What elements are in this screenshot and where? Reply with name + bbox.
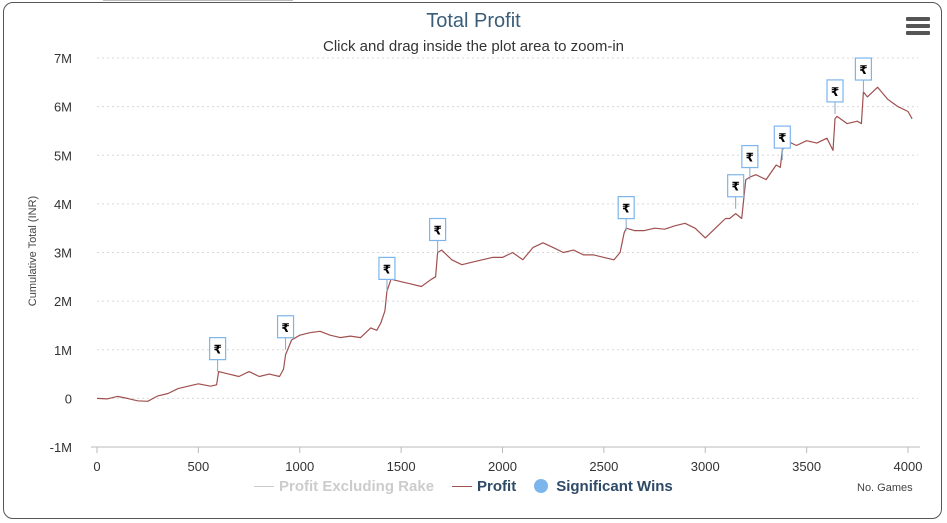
y-tick-label: 0	[65, 391, 72, 406]
x-tick-label: 1500	[387, 459, 416, 474]
y-tick-label: 2M	[54, 294, 72, 309]
x-tick-label: 1000	[285, 459, 314, 474]
y-tick-label: 7M	[54, 51, 72, 66]
x-tick-label: 0	[93, 459, 100, 474]
rupee-icon: ₹	[731, 180, 739, 194]
rupee-icon: ₹	[213, 343, 221, 357]
x-axis-title: No. Games	[857, 482, 913, 494]
y-axis-title: Cumulative Total (INR)	[27, 195, 39, 307]
legend-label: Profit Excluding Rake	[279, 477, 435, 495]
rupee-icon: ₹	[778, 131, 786, 145]
legend-line-icon	[254, 485, 274, 487]
y-tick-label: 6M	[54, 100, 72, 115]
y-tick-label: 1M	[54, 343, 72, 358]
legend-line-icon	[452, 485, 473, 487]
legend-item-profit-excluding-rake[interactable]: Profit Excluding Rake	[254, 478, 434, 495]
rupee-icon: ₹	[281, 321, 289, 335]
chart-frame	[3, 2, 942, 519]
significant-win-flag	[429, 217, 447, 242]
chart-title: Total Profit	[426, 10, 521, 32]
legend-item-profit[interactable]: Profit	[452, 478, 516, 495]
legend-label: Profit	[477, 477, 517, 495]
x-tick-label: 2500	[589, 459, 618, 474]
rupee-icon: ₹	[831, 85, 839, 99]
y-tick-label: 5M	[54, 148, 72, 163]
significant-win-flag	[617, 196, 635, 220]
significant-win-flag	[378, 256, 396, 280]
x-tick-label: 2000	[488, 459, 517, 474]
hamburger-menu-icon[interactable]	[906, 17, 930, 37]
y-tick-label: -1M	[50, 440, 72, 455]
x-tick-label: 4000	[894, 459, 923, 474]
significant-win-flag	[209, 337, 227, 361]
chart-subtitle: Click and drag inside the plot area to z…	[323, 38, 624, 55]
significant-win-flag	[854, 57, 872, 81]
rupee-icon: ₹	[859, 63, 867, 77]
significant-win-flag	[276, 315, 295, 339]
significant-win-flag	[727, 174, 745, 198]
rupee-icon: ₹	[746, 151, 754, 165]
y-tick-label: 3M	[54, 246, 72, 261]
x-tick-label: 3500	[792, 459, 821, 474]
top-divider	[103, 0, 293, 1]
rupee-icon: ₹	[433, 224, 441, 238]
significant-win-flag	[773, 125, 791, 149]
significant-win-flag	[826, 79, 844, 103]
legend-item-significant-wins[interactable]: Significant Wins	[534, 478, 673, 495]
legend-label: Significant Wins	[556, 477, 673, 495]
rupee-icon: ₹	[622, 202, 630, 216]
legend-dot-icon	[534, 479, 549, 493]
chart-legend: Profit Excluding Rake Profit Significant…	[254, 476, 691, 496]
significant-win-flag	[741, 144, 759, 169]
x-tick-label: 500	[188, 459, 210, 474]
x-tick-label: 3000	[691, 459, 720, 474]
y-tick-label: 4M	[54, 197, 72, 212]
rupee-icon: ₹	[383, 262, 391, 276]
